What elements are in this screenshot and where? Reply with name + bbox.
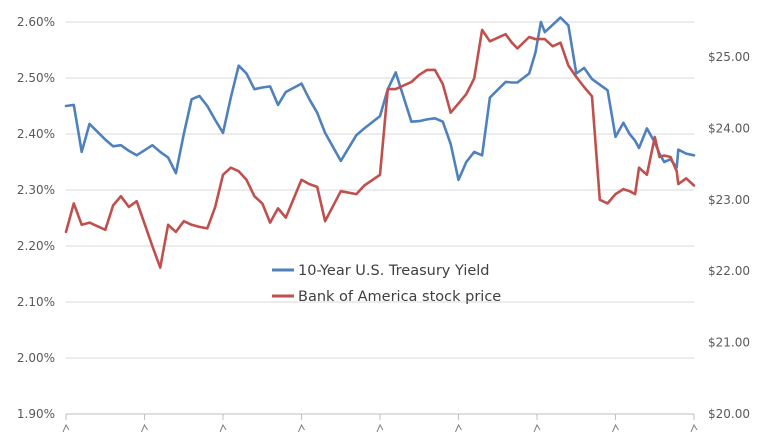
right-tick-label: $24.00	[708, 121, 750, 135]
series-group	[64, 16, 696, 269]
right-tick-label: $20.00	[708, 407, 750, 421]
right-axis: $20.00 $21.00 $22.00 $23.00 $24.00 $25.00	[708, 50, 750, 421]
right-tick-label: $22.00	[708, 264, 750, 278]
x-tick-label	[298, 423, 305, 432]
left-tick-label: 2.00%	[17, 351, 55, 365]
series-line-bofa-price	[64, 28, 696, 269]
left-tick-label: 2.30%	[17, 183, 55, 197]
legend-label-treasury: 10-Year U.S. Treasury Yield	[298, 263, 490, 279]
series-line-treasury-yield	[64, 16, 696, 182]
legend-label-bofa: Bank of America stock price	[298, 289, 501, 305]
x-tick-label	[62, 423, 70, 432]
left-tick-label: 1.90%	[17, 407, 55, 421]
x-tick-label	[141, 423, 148, 432]
x-tick-label	[690, 423, 698, 432]
x-axis	[62, 413, 698, 432]
left-tick-label: 2.40%	[17, 127, 55, 141]
left-tick-label: 2.20%	[17, 239, 55, 253]
right-tick-label: $21.00	[708, 336, 750, 350]
legend: 10-Year U.S. Treasury Yield Bank of Amer…	[272, 263, 501, 305]
left-tick-label: 2.10%	[17, 295, 55, 309]
left-tick-label: 2.60%	[17, 15, 55, 29]
gridlines	[66, 21, 694, 359]
x-tick-label	[612, 423, 619, 432]
right-tick-label: $25.00	[708, 50, 750, 64]
x-tick-label	[219, 423, 227, 432]
right-tick-label: $23.00	[708, 193, 750, 207]
x-tick-label	[455, 423, 462, 432]
x-tick-label	[376, 423, 384, 432]
left-axis: 1.90% 2.00% 2.10% 2.20% 2.30% 2.40% 2.50% 2.60%	[17, 15, 55, 421]
x-tick-label	[533, 423, 541, 432]
left-tick-label: 2.50%	[17, 71, 55, 85]
